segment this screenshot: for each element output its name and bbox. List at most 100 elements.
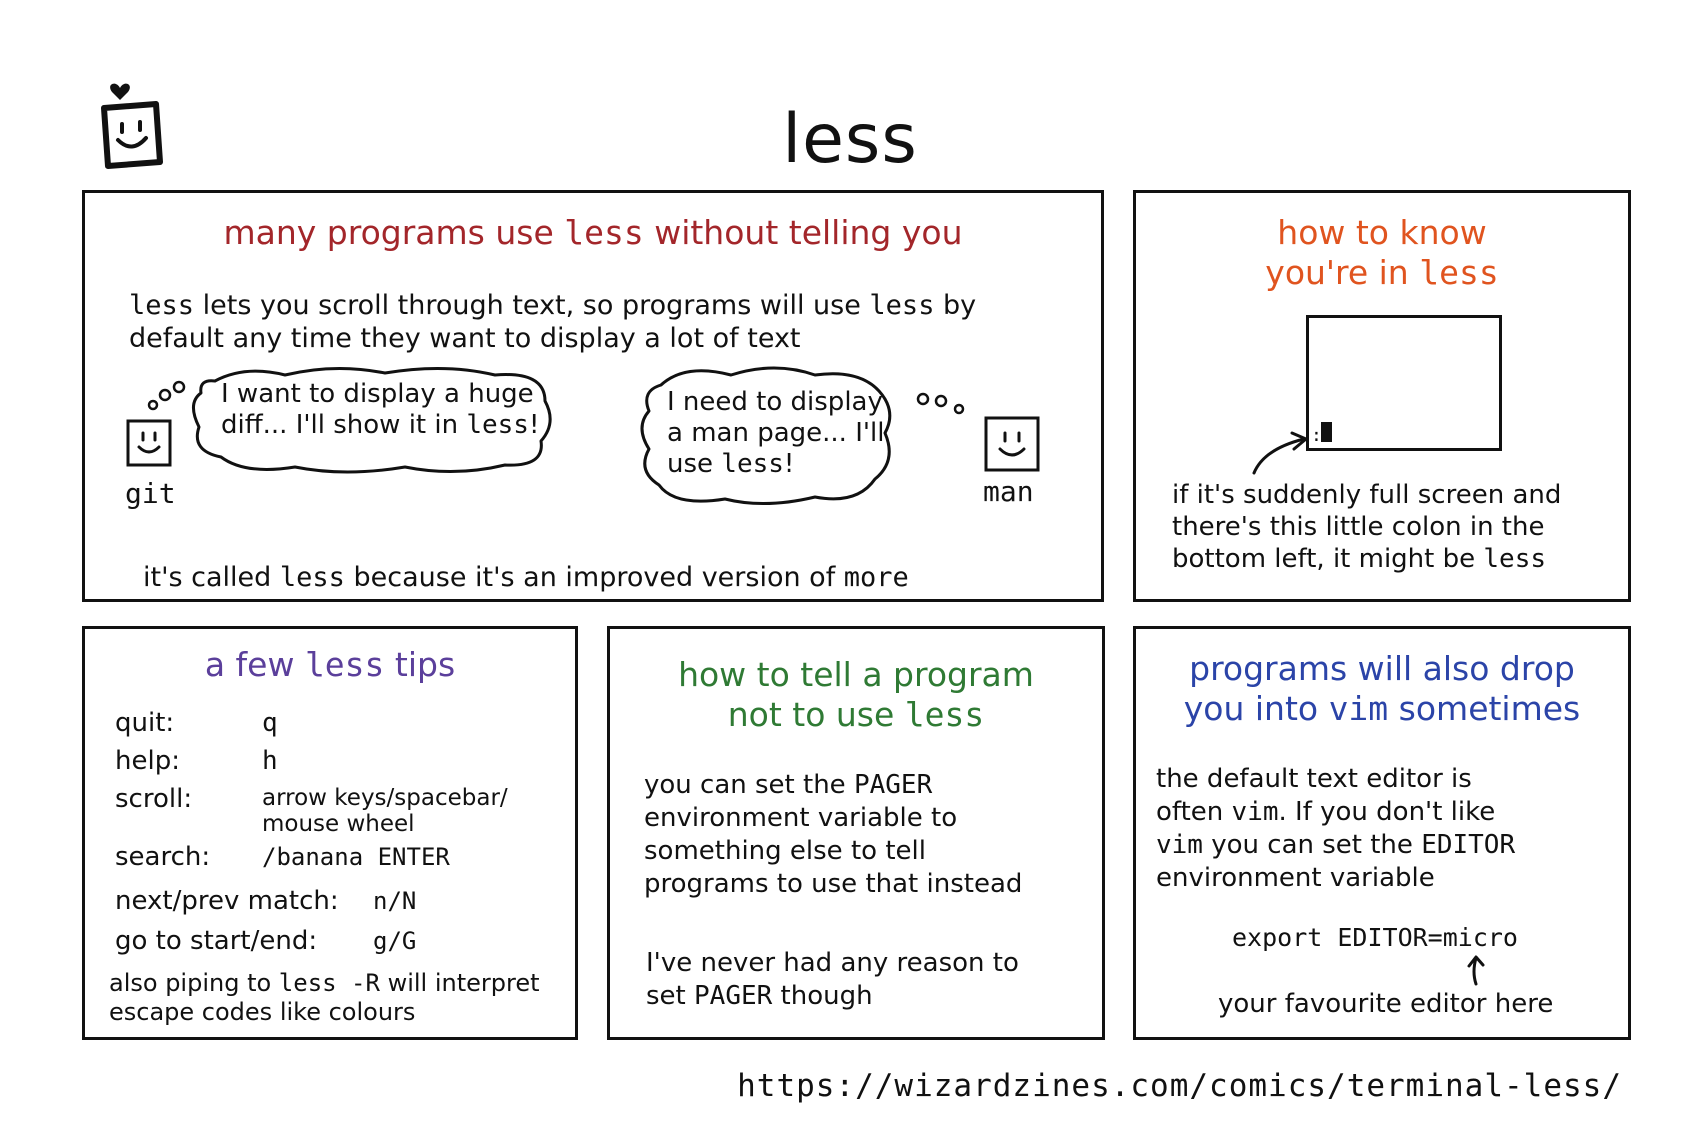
panel-tell-program-not-to-use-less: how to tell a program not to use less yo… xyxy=(607,626,1105,1040)
panel-programs-use-less: many programs use less without telling y… xyxy=(82,190,1104,602)
panel-how-to-know: how to know you're in less : if it's sud… xyxy=(1133,190,1631,602)
heading-text: how to tell a program xyxy=(678,655,1034,694)
text: you can set the xyxy=(644,770,854,800)
text: environment variable to xyxy=(644,803,958,833)
code-less: less xyxy=(1483,544,1547,574)
tip-key: go to start/end: xyxy=(115,926,318,956)
arrow-up-icon xyxy=(1467,955,1485,986)
heading-text: how to know xyxy=(1277,213,1487,252)
heading-text: many programs use xyxy=(223,213,565,252)
cursor-block xyxy=(1321,422,1332,442)
text: something else to tell xyxy=(644,836,926,866)
panel-less-tips: a few less tips quit: q help: h scroll: … xyxy=(82,626,578,1040)
text: often xyxy=(1156,797,1232,827)
code-less: less xyxy=(869,290,935,321)
tip-key: scroll: xyxy=(115,784,193,814)
man-label: man xyxy=(983,475,1034,508)
man-thought-cloud xyxy=(640,366,892,505)
text: lets you scroll through text, so program… xyxy=(194,290,870,321)
heading-code: less xyxy=(904,695,985,734)
heading-text: you into xyxy=(1183,689,1329,728)
heading-code: less xyxy=(1419,253,1499,292)
tip-value-line: arrow keys/spacebar/ xyxy=(262,785,508,811)
git-thought-cloud xyxy=(192,366,552,474)
text: programs to use that instead xyxy=(644,869,1023,899)
heading-text: tips xyxy=(384,645,456,684)
terminal-window-illustration: : xyxy=(1306,315,1502,451)
tip-value: q xyxy=(262,708,278,738)
text: use xyxy=(667,449,722,479)
tip-value: h xyxy=(262,746,278,776)
heading-code: less xyxy=(304,645,385,684)
man-thought-text: I need to display a man page... I'll use… xyxy=(667,387,907,480)
page-title: less xyxy=(782,100,918,179)
tip-value: n/N xyxy=(373,887,417,915)
heading-text: you're in xyxy=(1265,253,1420,292)
heading-text: programs will also drop xyxy=(1189,649,1575,688)
text: ! xyxy=(783,449,795,479)
tip-key: help: xyxy=(115,746,180,776)
code-pager: PAGER xyxy=(853,770,933,800)
code-editor: EDITOR xyxy=(1421,830,1516,860)
text: I need to display xyxy=(667,387,883,417)
heading-text: without telling you xyxy=(643,213,963,252)
code-pager: PAGER xyxy=(694,981,773,1011)
text: the default text editor is xyxy=(1156,764,1472,794)
panel-heading: how to tell a program not to use less xyxy=(610,655,1102,735)
tips-note: also piping to less -R will interpret es… xyxy=(109,969,569,1027)
tip-key: search: xyxy=(115,842,211,872)
code-less: less xyxy=(721,449,784,479)
text: default any time they want to display a … xyxy=(129,323,801,354)
heading-code: less xyxy=(564,213,644,252)
heart-icon xyxy=(110,83,130,100)
arrow-icon xyxy=(1252,431,1308,475)
editor-explanation: the default text editor is often vim. If… xyxy=(1156,763,1626,895)
code-less: less xyxy=(279,562,345,593)
thought-dots-icon xyxy=(147,380,186,411)
how-to-know-text: if it's suddenly full screen and there's… xyxy=(1172,479,1622,575)
wizard-zines-logo xyxy=(101,83,163,169)
thought-dots-icon xyxy=(916,392,965,415)
text: also piping to xyxy=(109,969,279,997)
text: diff... I'll show it in xyxy=(221,410,467,440)
tip-value: arrow keys/spacebar/mouse wheel xyxy=(262,785,508,837)
panel-heading: programs will also drop you into vim som… xyxy=(1136,649,1628,729)
text: because it's an improved version of xyxy=(344,562,844,593)
text: there's this little colon in the xyxy=(1172,512,1545,542)
git-thought-text: I want to display a huge diff... I'll sh… xyxy=(221,379,551,441)
text: bottom left, it might be xyxy=(1172,544,1484,574)
text: I've never had any reason to xyxy=(646,948,1019,978)
panel-heading: a few less tips xyxy=(85,645,575,685)
man-character-icon xyxy=(984,416,1040,472)
text: it's called xyxy=(143,562,280,593)
code-more: more xyxy=(843,562,909,593)
tip-value: g/G xyxy=(373,927,417,955)
tip-key: next/prev match: xyxy=(115,886,339,916)
panel-vim-sometimes: programs will also drop you into vim som… xyxy=(1133,626,1631,1040)
code-vim: vim xyxy=(1231,797,1279,827)
heading-text: not to use xyxy=(727,695,905,734)
git-label: git xyxy=(125,477,176,510)
text: if it's suddenly full screen and xyxy=(1172,480,1562,510)
pager-aside: I've never had any reason to set PAGER t… xyxy=(646,947,1096,1013)
export-command: export EDITOR=micro xyxy=(1232,923,1518,952)
source-url: https://wizardzines.com/comics/terminal-… xyxy=(737,1068,1622,1104)
text: a man page... I'll xyxy=(667,418,885,448)
code-less: less xyxy=(466,410,529,440)
tip-key: quit: xyxy=(115,708,175,738)
text: will interpret xyxy=(379,969,540,997)
text: environment variable xyxy=(1156,863,1435,893)
code-vim: vim xyxy=(1156,830,1203,860)
intro-text: less lets you scroll through text, so pr… xyxy=(129,289,1089,355)
editor-annotation: your favourite editor here xyxy=(1218,989,1554,1019)
text: you can set the xyxy=(1202,830,1422,860)
text: escape codes like colours xyxy=(109,998,416,1026)
panel-heading: how to know you're in less xyxy=(1136,213,1628,293)
heading-text: a few xyxy=(204,645,305,684)
text: by xyxy=(934,290,977,321)
heading-text: sometimes xyxy=(1388,689,1581,728)
text: though xyxy=(772,981,873,1011)
code-less: less xyxy=(129,290,195,321)
pager-explanation: you can set the PAGER environment variab… xyxy=(644,769,1094,901)
git-character-icon xyxy=(126,419,172,467)
